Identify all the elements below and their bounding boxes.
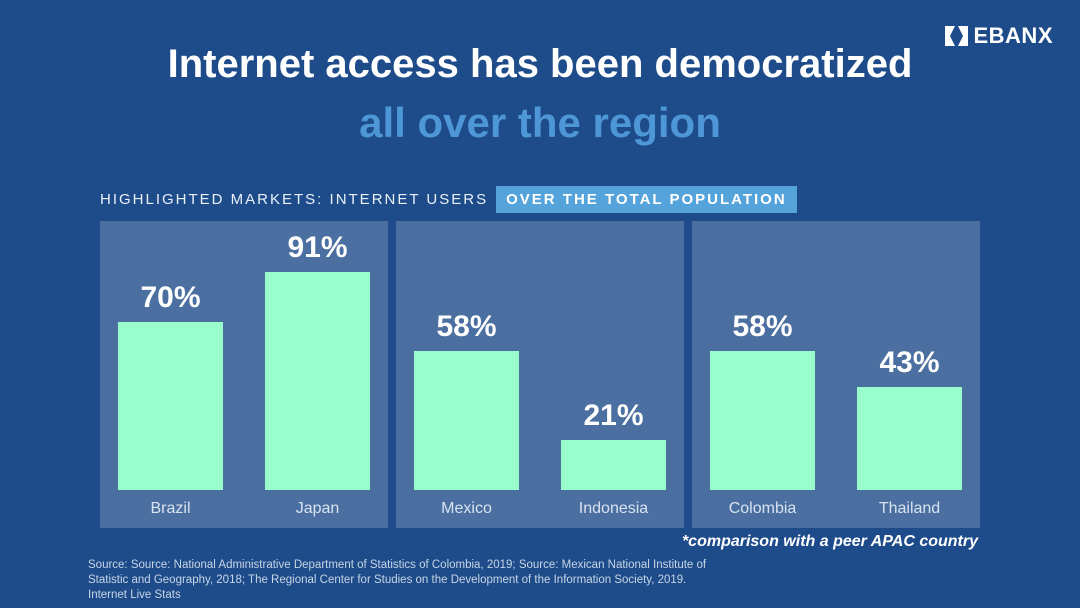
bar-category-label: Colombia bbox=[728, 500, 797, 517]
bar-value-label: 58% bbox=[732, 309, 793, 343]
subtitle-plain-text: HIGHLIGHTED MARKETS: INTERNET USERS bbox=[100, 191, 489, 208]
bar-cell-thailand: 43% Thailand bbox=[857, 346, 962, 528]
chart-panel-mexico-indonesia: 58% Mexico 21% Indonesia bbox=[396, 221, 684, 528]
ebanx-logo: EBANX bbox=[945, 23, 1053, 49]
bar-brazil bbox=[118, 322, 223, 490]
bar-cell-colombia: 58% Colombia bbox=[710, 310, 815, 528]
bar-cell-brazil: 70% Brazil bbox=[118, 281, 223, 528]
chart-panel-colombia-thailand: 58% Colombia 43% Thailand bbox=[692, 221, 980, 528]
bar-category-label: Indonesia bbox=[578, 500, 649, 517]
bar-category-label: Brazil bbox=[150, 500, 191, 517]
bar-mexico bbox=[414, 350, 519, 490]
subtitle-highlight-text: OVER THE TOTAL POPULATION bbox=[496, 186, 797, 213]
source-line: Internet Live Stats bbox=[88, 589, 181, 601]
bar-category-label: Thailand bbox=[878, 500, 941, 517]
bar-category-label: Mexico bbox=[441, 500, 492, 517]
chart-subtitle: HIGHLIGHTED MARKETS: INTERNET USERS OVER… bbox=[100, 186, 797, 213]
apac-comparison-footnote: *comparison with a peer APAC country bbox=[681, 533, 978, 550]
bar-value-label: 91% bbox=[287, 230, 348, 264]
bar-cell-mexico: 58% Mexico bbox=[414, 310, 519, 528]
bar-value-label: 70% bbox=[140, 281, 201, 314]
ebanx-logo-icon bbox=[945, 26, 969, 46]
chart-panels: 70% Brazil 91% Japan 58% Mexico 21% Indo… bbox=[100, 221, 980, 528]
bar-value-label: 58% bbox=[436, 309, 497, 343]
source-line: Statistic and Geography, 2018; The Regio… bbox=[88, 574, 687, 586]
source-line: Source: Source: National Administrative … bbox=[88, 559, 707, 571]
bar-cell-japan: 91% Japan bbox=[265, 231, 370, 528]
chart-panel-brazil-japan: 70% Brazil 91% Japan bbox=[100, 221, 388, 528]
bar-indonesia bbox=[561, 439, 666, 490]
bar-category-label: Japan bbox=[295, 500, 340, 517]
ebanx-logo-text: EBANX bbox=[973, 23, 1053, 48]
bar-value-label: 21% bbox=[583, 398, 644, 432]
bar-colombia bbox=[710, 350, 815, 490]
bar-cell-indonesia: 21% Indonesia bbox=[561, 399, 666, 528]
bar-thailand bbox=[857, 386, 962, 490]
page-title-line1: Internet access has been democratized bbox=[167, 42, 913, 86]
page-title-line2: all over the region bbox=[359, 99, 721, 146]
bar-japan bbox=[265, 271, 370, 490]
bar-value-label: 43% bbox=[879, 345, 940, 379]
source-text: Source: Source: National Administrative … bbox=[88, 558, 728, 603]
